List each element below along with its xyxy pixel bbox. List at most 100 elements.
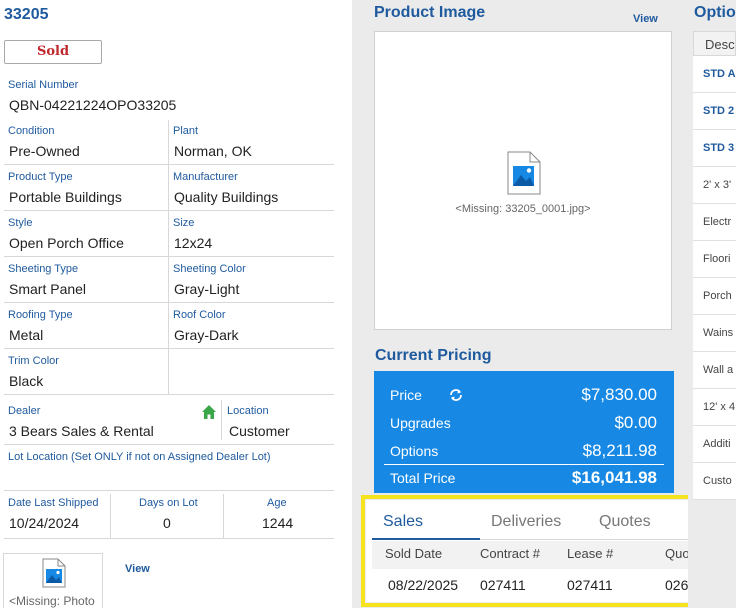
home-icon[interactable] (201, 404, 217, 420)
photo-thumbnail[interactable]: <Missing: Photo (3, 553, 103, 608)
option-row: STD A (693, 56, 736, 93)
divider (4, 538, 334, 539)
refresh-icon[interactable] (448, 387, 464, 403)
option-row: STD 2 (693, 93, 736, 130)
missing-image-icon (42, 558, 66, 588)
option-row: Wall a (693, 352, 736, 389)
total-value: $16,041.98 (571, 468, 657, 487)
missing-image-icon (507, 151, 541, 195)
pricing-divider (384, 464, 664, 465)
serial-number-value: QBN-04221224OPO33205 (9, 97, 177, 113)
dealer-label: Dealer (8, 405, 41, 417)
style-label: Style (8, 217, 33, 229)
option-row: Floori (693, 241, 736, 278)
manufacturer-label: Manufacturer (173, 171, 238, 183)
dealer-value: 3 Bears Sales & Rental (9, 423, 154, 439)
photo-missing-text: <Missing: Photo (9, 594, 95, 608)
days-on-lot-value: 0 (163, 515, 171, 531)
options-row: Options $8,211.98 (390, 441, 657, 461)
upgrades-row: Upgrades $0.00 (390, 413, 657, 433)
divider (4, 348, 334, 349)
option-row: 2' x 3' (693, 167, 736, 204)
tab-baseline (372, 539, 722, 540)
price-row: Price $7,830.00 (390, 385, 657, 405)
divider (4, 490, 334, 491)
column-header-lease[interactable]: Lease # (567, 546, 614, 561)
sheeting-color-label: Sheeting Color (173, 263, 246, 275)
options-value: $8,211.98 (582, 441, 657, 460)
trim-color-label: Trim Color (8, 355, 59, 367)
divider (4, 164, 334, 165)
price-label: Price (390, 387, 422, 403)
option-row: Electr (693, 204, 736, 241)
option-row: Porch (693, 278, 736, 315)
tab-deliveries[interactable]: Deliveries (491, 513, 562, 530)
lot-location-label[interactable]: Lot Location (Set ONLY if not on Assigne… (8, 451, 271, 463)
total-label: Total Price (390, 470, 456, 486)
stock-number-title: 33205 (4, 6, 49, 23)
product-type-label: Product Type (8, 171, 73, 183)
current-pricing-title: Current Pricing (375, 347, 492, 364)
option-row: Additi (693, 426, 736, 463)
options-title: Optio (694, 4, 736, 21)
sales-table-header (372, 541, 722, 569)
options-label: Options (390, 443, 439, 459)
total-row: Total Price $16,041.98 (390, 468, 657, 488)
size-value: 12x24 (174, 235, 213, 251)
option-row: STD 3 (693, 130, 736, 167)
date-last-shipped-value: 10/24/2024 (9, 515, 80, 531)
upgrades-value: $0.00 (614, 413, 657, 432)
age-label: Age (267, 497, 287, 509)
product-image-title: Product Image (374, 4, 486, 21)
plant-label: Plant (173, 125, 199, 137)
column-divider (221, 400, 222, 440)
status-badge-sold[interactable]: Sold (4, 40, 102, 64)
option-row: Custo (693, 463, 736, 500)
photo-view-link[interactable]: View (125, 563, 150, 575)
lease-cell[interactable]: 027411 (567, 577, 613, 593)
options-header-description[interactable]: Desc (693, 31, 736, 56)
product-image-box[interactable]: <Missing: 33205_0001.jpg> (374, 31, 672, 330)
column-divider (223, 494, 224, 538)
roofing-type-value: Metal (9, 327, 44, 343)
roof-color-label: Roof Color (173, 309, 226, 321)
product-image-view-link[interactable]: View (633, 13, 658, 25)
column-header-contract[interactable]: Contract # (480, 546, 540, 561)
product-image-missing-text: <Missing: 33205_0001.jpg> (455, 203, 591, 215)
sold-date-cell: 08/22/2025 (388, 577, 459, 593)
contract-cell[interactable]: 027411 (480, 577, 526, 593)
sheeting-type-label: Sheeting Type (8, 263, 79, 275)
pricing-card: Price $7,830.00 Upgrades $0.00 Options $… (374, 371, 674, 493)
option-row: Wains (693, 315, 736, 352)
divider (4, 394, 334, 395)
divider (4, 256, 334, 257)
date-last-shipped-label: Date Last Shipped (8, 497, 99, 509)
divider (4, 444, 334, 445)
plant-value: Norman, OK (174, 143, 252, 159)
sheeting-color-value: Gray-Light (174, 281, 240, 297)
size-label: Size (173, 217, 195, 229)
column-header-sold-date[interactable]: Sold Date (385, 546, 443, 561)
condition-value: Pre-Owned (9, 143, 80, 159)
column-divider (110, 494, 111, 538)
details-panel: 33205 Sold Serial Number QBN-04221224OPO… (0, 0, 352, 608)
tab-sales[interactable]: Sales (383, 513, 424, 530)
location-label: Location (227, 405, 269, 417)
serial-number-label: Serial Number (8, 79, 79, 91)
trim-color-value: Black (9, 373, 44, 389)
option-row: 12' x 4 (693, 389, 736, 426)
sheeting-type-value: Smart Panel (9, 281, 87, 297)
column-divider (168, 120, 169, 394)
days-on-lot-label: Days on Lot (139, 497, 198, 509)
price-value: $7,830.00 (581, 385, 657, 404)
style-value: Open Porch Office (9, 235, 124, 251)
tab-quotes[interactable]: Quotes (599, 513, 651, 530)
condition-label: Condition (8, 125, 55, 137)
manufacturer-value: Quality Buildings (174, 189, 279, 205)
age-value: 1244 (262, 515, 294, 531)
options-panel: Optio Desc STD A STD 2 STD 3 2' x 3' Ele… (688, 0, 736, 608)
product-type-value: Portable Buildings (9, 189, 122, 205)
roof-color-value: Gray-Dark (174, 327, 239, 343)
upgrades-label: Upgrades (390, 415, 451, 431)
